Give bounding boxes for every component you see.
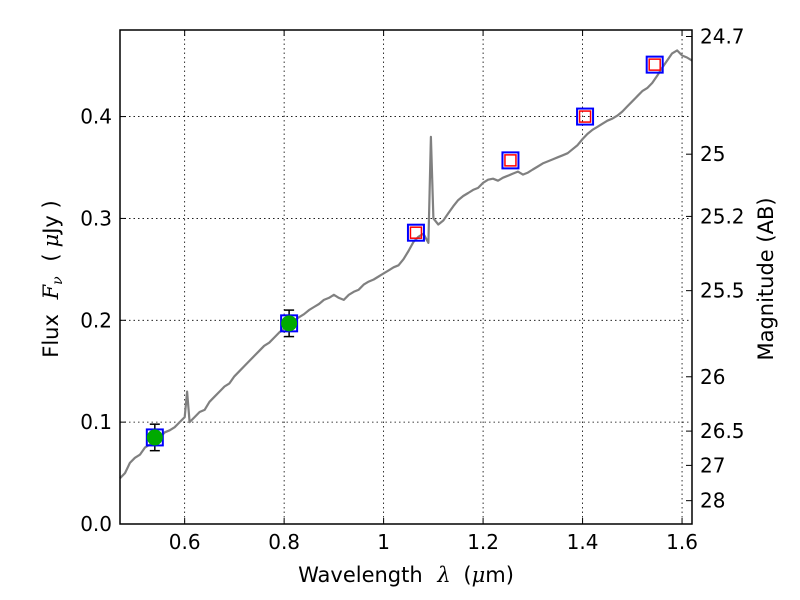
y-tick-label: 0.2 xyxy=(80,308,112,332)
photometry-point xyxy=(281,315,298,332)
y2-tick-label: 25.5 xyxy=(700,279,745,303)
x-axis-label-unit-open: ( xyxy=(463,563,471,587)
y2-tick-label: 24.7 xyxy=(700,24,745,48)
y2-tick-label: 26.5 xyxy=(700,419,745,443)
x-tick-label: 1.4 xyxy=(567,530,599,554)
y-axis-label-unit-mu: μ xyxy=(39,234,63,248)
y-axis-label-subscript: ν xyxy=(50,276,66,285)
spectrum-series xyxy=(119,49,693,479)
y-tick-label: 0.3 xyxy=(80,206,112,230)
y-axis-label-symbol: F xyxy=(39,283,63,300)
plot-frame xyxy=(119,29,693,525)
model-square-marker xyxy=(645,55,664,74)
secondary-y-axis-label: Magnitude (AB) xyxy=(754,197,778,360)
x-tick-label: 1.6 xyxy=(666,530,698,554)
x-axis-label-unit-mu: μ xyxy=(472,563,486,587)
y2-tick-label: 25 xyxy=(700,142,725,166)
y-axis-label-prefix: Flux xyxy=(39,314,63,358)
x-axis-label-prefix: Wavelength xyxy=(298,563,423,587)
model-inner-square-marker xyxy=(504,154,517,167)
y-axis-label-unit-open: ( xyxy=(39,253,63,261)
model-inner-square-marker xyxy=(409,226,423,239)
x-tick-label: 1.2 xyxy=(467,530,499,554)
model-square-marker xyxy=(501,151,520,170)
y-tick-label: 0.4 xyxy=(80,105,112,129)
model-square-marker xyxy=(406,223,425,242)
x-tick-label: 1 xyxy=(377,530,390,554)
y2-tick-label: 26 xyxy=(700,365,725,389)
y2-tick-label: 27 xyxy=(700,453,725,477)
x-tick-label: 0.8 xyxy=(268,530,300,554)
y2-tick-label: 28 xyxy=(700,489,725,513)
axis-ticks: 0.6 0.8 1 1.2 1.4 1.6 0.0 0.1 0.2 0.3 0.4 24.7 25 25.… xyxy=(80,24,744,554)
photometry-point xyxy=(146,429,163,446)
model-inner-square-marker xyxy=(578,110,592,123)
x-axis-label: Wavelength λ (μm) xyxy=(298,563,514,587)
model-square-marker xyxy=(576,107,595,126)
x-tick-label: 0.6 xyxy=(169,530,201,554)
x-axis-label-symbol: λ xyxy=(436,563,450,587)
grid-lines xyxy=(120,30,692,524)
x-axis-label-unit-rest: m) xyxy=(485,563,514,587)
data-points xyxy=(145,55,664,447)
y-tick-label: 0.0 xyxy=(80,512,112,536)
y-tick-label: 0.1 xyxy=(80,410,112,434)
y-axis-label: Flux Fν ( μJy ) xyxy=(39,200,67,357)
model-inner-square-marker xyxy=(648,58,661,71)
y2-tick-label: 25.2 xyxy=(700,204,745,228)
y-axis-label-unit-rest: Jy ) xyxy=(39,200,63,236)
spectrum-line xyxy=(119,49,693,479)
